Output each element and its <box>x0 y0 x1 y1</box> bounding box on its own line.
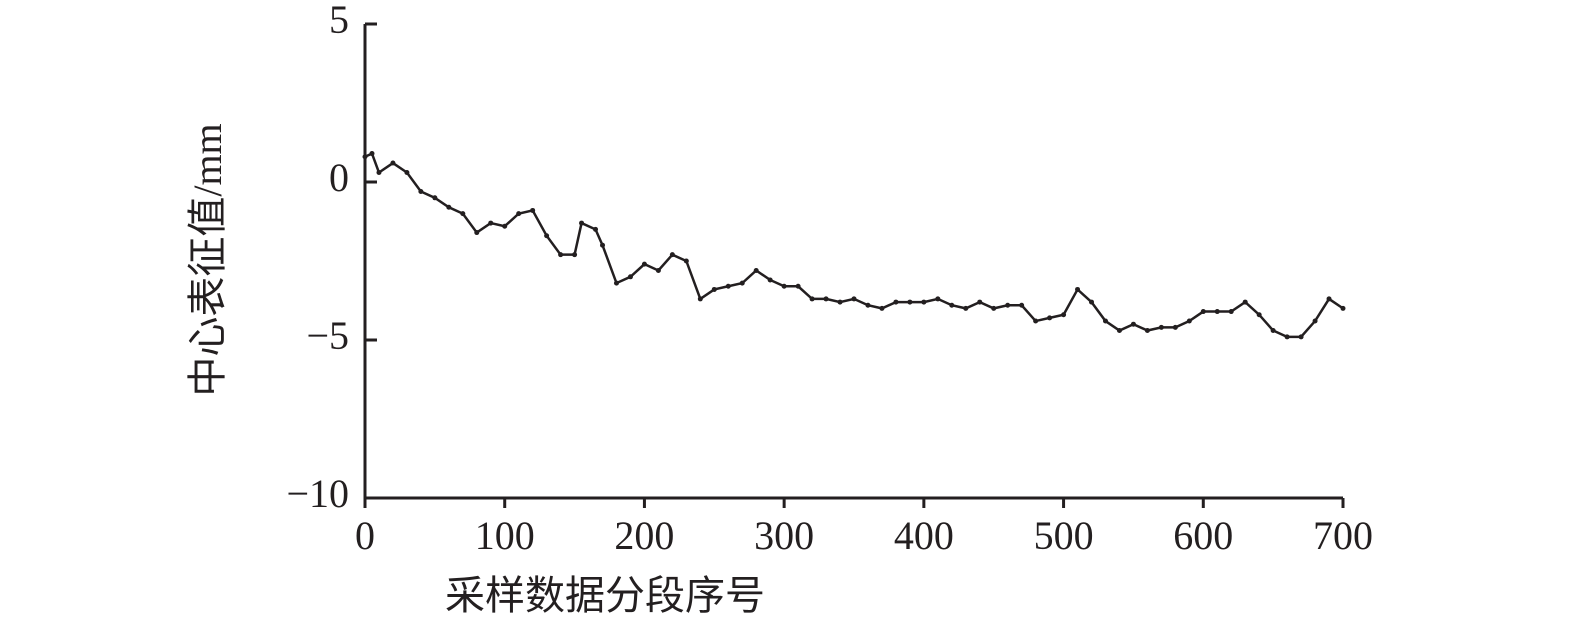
data-point <box>600 242 606 248</box>
data-point <box>851 296 857 302</box>
data-point <box>949 302 955 308</box>
data-point <box>1130 321 1136 327</box>
data-point <box>1228 309 1234 315</box>
x-tick-label: 500 <box>1034 513 1094 558</box>
x-tick-label: 400 <box>894 513 954 558</box>
data-point <box>1242 299 1248 305</box>
y-tick-label: 5 <box>329 0 349 42</box>
data-point <box>1005 302 1011 308</box>
data-point <box>781 283 787 289</box>
data-point <box>893 299 899 305</box>
data-point <box>530 207 536 213</box>
data-point <box>1158 324 1164 330</box>
data-point <box>502 223 508 229</box>
data-point <box>697 296 703 302</box>
data-point <box>516 211 522 217</box>
x-tick-label: 700 <box>1313 513 1373 558</box>
data-point <box>753 267 759 273</box>
data-point <box>1186 318 1192 324</box>
data-point <box>683 258 689 264</box>
data-point <box>1144 328 1150 334</box>
data-point <box>418 188 424 194</box>
y-tick-label: 0 <box>329 155 349 200</box>
data-point <box>1172 324 1178 330</box>
data-point <box>1326 296 1332 302</box>
data-point <box>641 261 647 267</box>
data-point <box>739 280 745 286</box>
data-point <box>669 252 675 258</box>
x-tick-label: 100 <box>475 513 535 558</box>
data-point <box>627 274 633 280</box>
data-point <box>579 220 585 226</box>
data-point <box>1298 334 1304 340</box>
data-point <box>1116 328 1122 334</box>
data-point <box>1256 312 1262 318</box>
data-point <box>1340 305 1346 311</box>
data-point <box>935 296 941 302</box>
data-point <box>865 302 871 308</box>
data-point <box>767 277 773 283</box>
data-point <box>725 283 731 289</box>
data-point <box>795 283 801 289</box>
x-axis-label: 采样数据分段序号 <box>445 573 765 618</box>
y-tick-label: −5 <box>306 313 349 358</box>
data-point <box>1214 309 1220 315</box>
data-point <box>907 299 913 305</box>
data-line <box>364 151 1344 339</box>
data-point <box>460 211 466 217</box>
data-point <box>837 299 843 305</box>
data-point <box>977 299 983 305</box>
data-point <box>809 296 815 302</box>
data-point <box>474 230 480 236</box>
data-point <box>1312 318 1318 324</box>
y-axis-label: 中心表征值/mm <box>185 123 230 396</box>
data-point <box>1047 315 1053 321</box>
data-point <box>488 220 494 226</box>
data-point <box>572 252 578 258</box>
data-point <box>390 160 396 166</box>
data-point <box>1019 302 1025 308</box>
y-tick-label: −10 <box>286 471 349 516</box>
x-tick-label: 0 <box>355 513 375 558</box>
data-point <box>593 226 599 232</box>
data-point <box>1270 328 1276 334</box>
data-point <box>376 170 382 176</box>
data-point <box>823 296 829 302</box>
data-point <box>446 204 452 210</box>
data-point <box>544 233 550 239</box>
data-point <box>1075 286 1081 292</box>
data-point <box>991 305 997 311</box>
data-point <box>613 280 619 286</box>
data-point <box>1200 309 1206 315</box>
data-point <box>404 170 410 176</box>
data-point <box>362 154 368 160</box>
x-tick-label: 200 <box>614 513 674 558</box>
data-point <box>558 252 564 258</box>
data-point <box>1061 312 1067 318</box>
data-point <box>432 195 438 201</box>
data-point <box>1284 334 1290 340</box>
x-tick-label: 300 <box>754 513 814 558</box>
x-tick-label: 600 <box>1173 513 1233 558</box>
data-point <box>921 299 927 305</box>
data-point <box>963 305 969 311</box>
data-point <box>655 267 661 273</box>
data-point <box>1089 299 1095 305</box>
data-point <box>1033 318 1039 324</box>
data-point <box>1102 318 1108 324</box>
data-point <box>369 151 375 157</box>
data-point <box>711 286 717 292</box>
data-point <box>879 305 885 311</box>
